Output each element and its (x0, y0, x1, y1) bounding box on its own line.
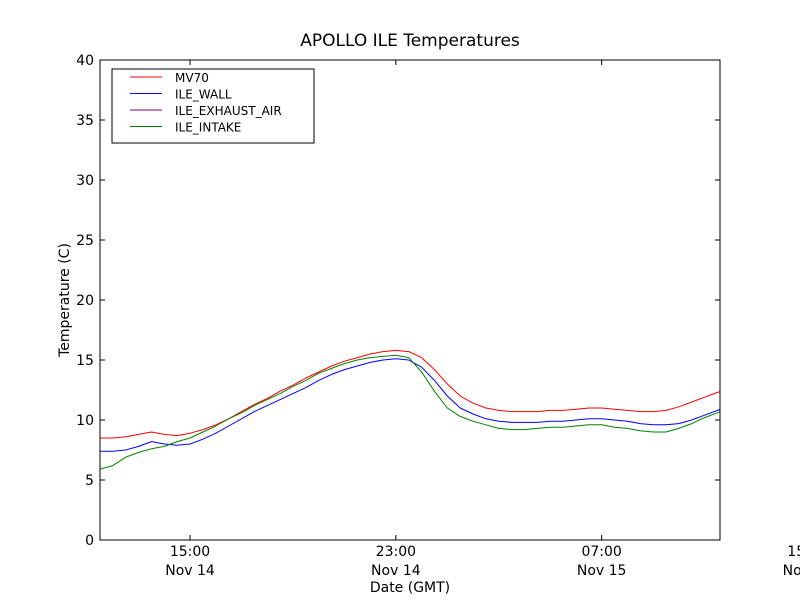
y-tick-label: 35 (76, 113, 94, 129)
y-tick-label: 25 (76, 233, 94, 249)
legend-label: ILE_WALL (175, 88, 232, 102)
y-tick-label: 30 (76, 173, 94, 189)
series-line-mv70 (100, 349, 720, 439)
x-tick-label-date: Nov 15 (783, 563, 800, 579)
x-tick-label-date: Nov 14 (371, 563, 421, 579)
legend: MV70 ILE_WALL ILE_EXHAUST_AIR ILE_INTAKE (111, 68, 315, 144)
y-tick-label: 5 (85, 473, 94, 489)
y-tick-label: 40 (76, 53, 94, 69)
x-tick-label-time: 15:00 (787, 544, 800, 560)
y-tick-label: 10 (76, 413, 94, 429)
legend-box (111, 68, 315, 144)
y-tick-label: 20 (76, 293, 94, 309)
y-tick-label: 15 (76, 353, 94, 369)
legend-label: ILE_EXHAUST_AIR (175, 104, 282, 118)
series-group (100, 349, 720, 470)
series-line-ile-wall (100, 358, 720, 452)
x-axis-label: Date (GMT) (370, 580, 450, 596)
x-tick-label-date: Nov 14 (165, 563, 215, 579)
x-tick-label-time: 15:00 (170, 544, 210, 560)
chart-title: APOLLO ILE Temperatures (300, 31, 520, 51)
series-line-ile-intake (100, 354, 720, 470)
x-tick-label-time: 07:00 (581, 544, 621, 560)
y-tick-label: 0 (85, 533, 94, 549)
y-axis: 0 5 10 15 20 25 30 35 40 (76, 53, 720, 549)
x-axis: 15:00 Nov 14 23:00 Nov 14 07:00 Nov 15 15:00 No… (165, 60, 800, 579)
legend-label: MV70 (175, 71, 209, 85)
x-tick-label-time: 23:00 (376, 544, 416, 560)
y-axis-label: Temperature (C) (57, 243, 73, 358)
x-tick-label-date: Nov 15 (577, 563, 627, 579)
legend-label: ILE_INTAKE (175, 121, 241, 135)
